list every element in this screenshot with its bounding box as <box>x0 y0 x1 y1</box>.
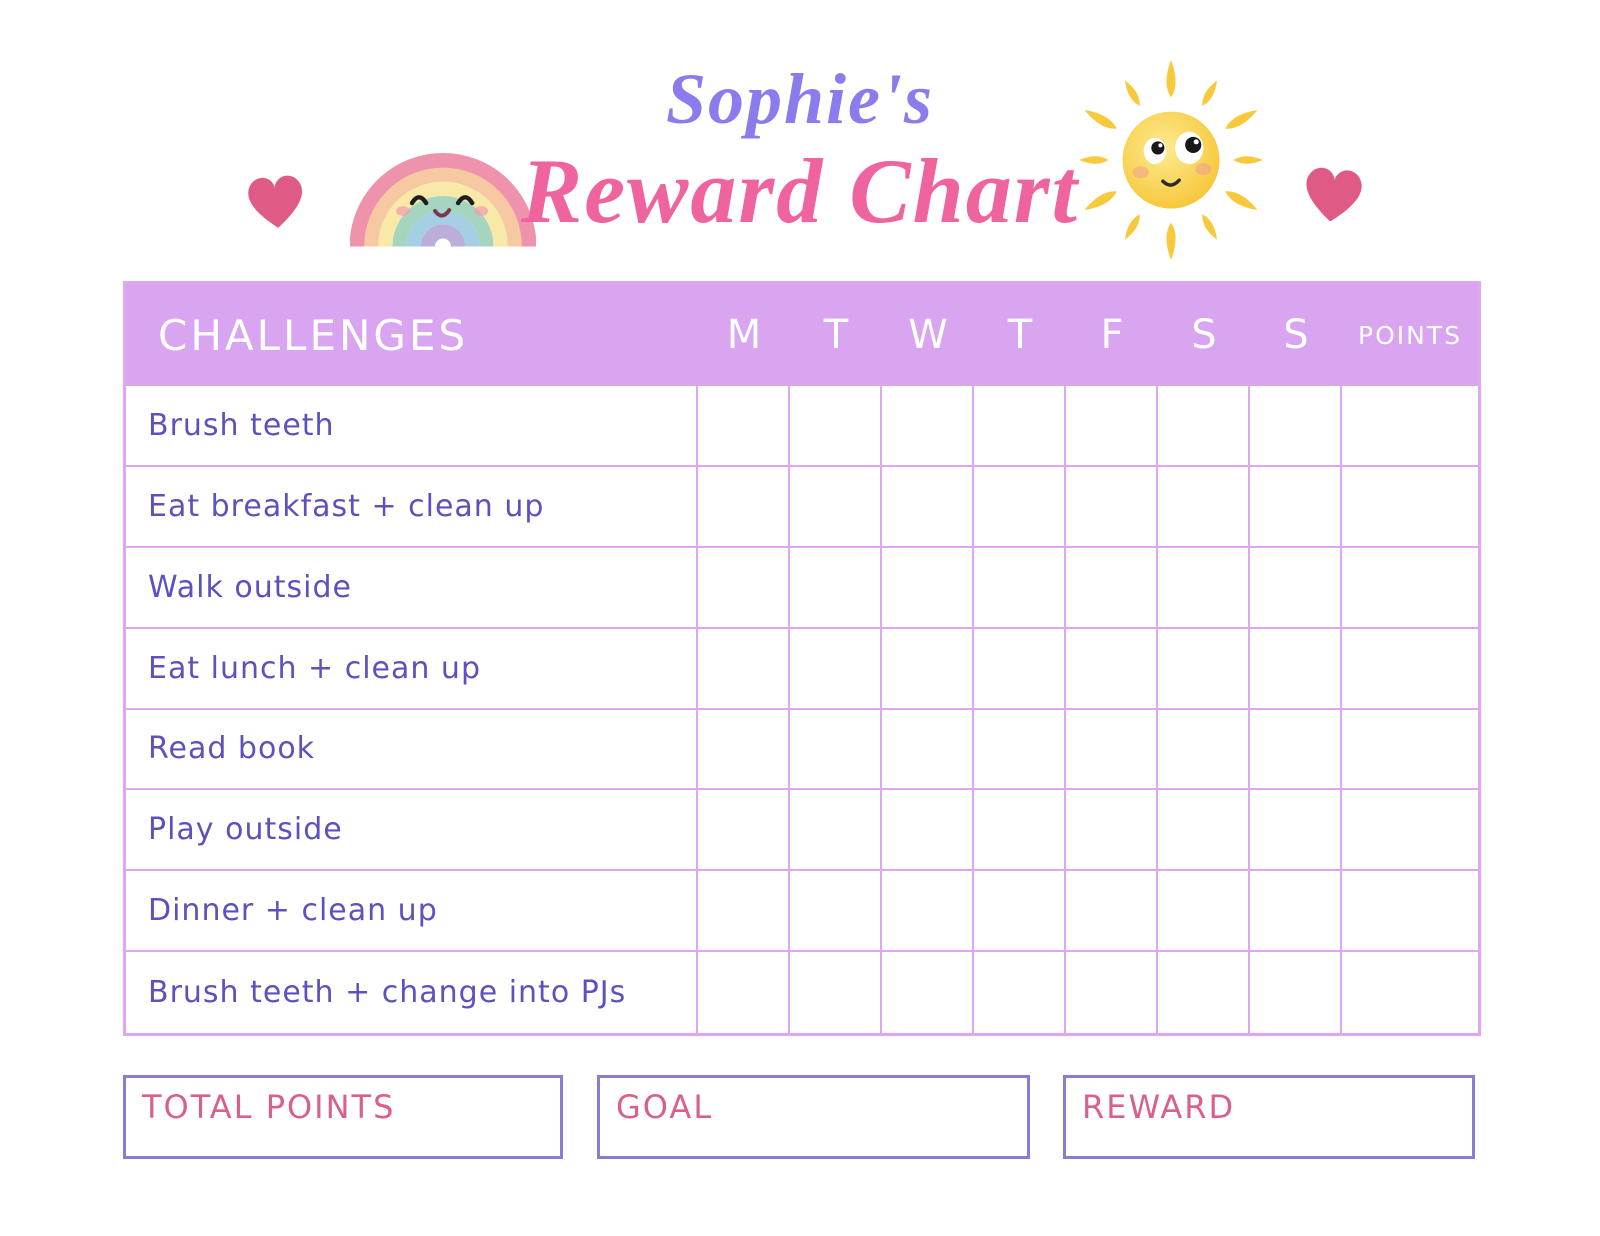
points-cell[interactable] <box>1342 871 1478 953</box>
day-cell[interactable] <box>698 709 790 791</box>
day-header: T <box>790 284 882 386</box>
reward-table: CHALLENGES M T W T F S S POINTS Brush teeth Eat … <box>123 281 1481 1036</box>
day-cell[interactable] <box>882 790 974 872</box>
day-cell[interactable] <box>974 871 1066 953</box>
day-cell[interactable] <box>698 628 790 710</box>
day-cell[interactable] <box>1250 790 1342 872</box>
day-cell[interactable] <box>1066 790 1158 872</box>
total-points-label: TOTAL POINTS <box>142 1088 396 1126</box>
day-cell[interactable] <box>1250 547 1342 629</box>
day-header: T <box>974 284 1066 386</box>
day-cell[interactable] <box>790 871 882 953</box>
day-cell[interactable] <box>974 709 1066 791</box>
day-cell[interactable] <box>790 790 882 872</box>
day-header: S <box>1250 284 1342 386</box>
chart-title: Reward Chart <box>520 140 1080 242</box>
day-cell[interactable] <box>790 628 882 710</box>
day-cell[interactable] <box>790 466 882 548</box>
challenge-label: Eat breakfast + clean up <box>126 466 698 548</box>
day-cell[interactable] <box>698 466 790 548</box>
day-cell[interactable] <box>1158 790 1250 872</box>
day-cell[interactable] <box>882 547 974 629</box>
day-header: W <box>882 284 974 386</box>
day-cell[interactable] <box>974 628 1066 710</box>
points-cell[interactable] <box>1342 952 1478 1033</box>
day-cell[interactable] <box>1250 952 1342 1033</box>
sun-icon <box>1079 60 1263 261</box>
challenge-label: Walk outside <box>126 547 698 629</box>
challenge-label: Read book <box>126 709 698 791</box>
heart-icon <box>248 175 303 228</box>
goal-label: GOAL <box>616 1088 714 1126</box>
day-cell[interactable] <box>698 790 790 872</box>
day-cell[interactable] <box>1250 871 1342 953</box>
day-cell[interactable] <box>790 547 882 629</box>
heart-icon <box>1306 167 1362 222</box>
day-cell[interactable] <box>882 628 974 710</box>
challenge-label: Dinner + clean up <box>126 871 698 953</box>
challenge-label: Brush teeth + change into PJs <box>126 952 698 1033</box>
points-cell[interactable] <box>1342 386 1478 467</box>
points-cell[interactable] <box>1342 628 1478 710</box>
day-cell[interactable] <box>698 871 790 953</box>
day-cell[interactable] <box>1158 952 1250 1033</box>
day-cell[interactable] <box>1066 466 1158 548</box>
day-cell[interactable] <box>1158 871 1250 953</box>
reward-box[interactable]: REWARD <box>1063 1075 1475 1159</box>
total-points-box[interactable]: TOTAL POINTS <box>123 1075 563 1159</box>
day-cell[interactable] <box>1066 386 1158 467</box>
day-cell[interactable] <box>790 952 882 1033</box>
day-cell[interactable] <box>882 466 974 548</box>
goal-box[interactable]: GOAL <box>597 1075 1030 1159</box>
day-cell[interactable] <box>1158 547 1250 629</box>
heart-icon <box>1292 152 1374 237</box>
points-cell[interactable] <box>1342 466 1478 548</box>
day-cell[interactable] <box>698 952 790 1033</box>
day-cell[interactable] <box>790 386 882 467</box>
points-cell[interactable] <box>1342 547 1478 629</box>
day-cell[interactable] <box>974 790 1066 872</box>
day-cell[interactable] <box>974 547 1066 629</box>
day-cell[interactable] <box>882 952 974 1033</box>
day-cell[interactable] <box>1066 871 1158 953</box>
points-cell[interactable] <box>1342 709 1478 791</box>
challenge-label: Brush teeth <box>126 386 698 467</box>
day-cell[interactable] <box>1066 628 1158 710</box>
rainbow-icon <box>350 153 536 248</box>
day-cell[interactable] <box>1250 709 1342 791</box>
day-cell[interactable] <box>1066 547 1158 629</box>
day-cell[interactable] <box>1250 466 1342 548</box>
day-header: M <box>698 284 790 386</box>
day-header: F <box>1066 284 1158 386</box>
challenge-label: Play outside <box>126 790 698 872</box>
rainbow-icon <box>350 110 536 258</box>
day-cell[interactable] <box>698 547 790 629</box>
reward-label: REWARD <box>1082 1088 1236 1126</box>
day-cell[interactable] <box>974 952 1066 1033</box>
day-cell[interactable] <box>1250 386 1342 467</box>
day-cell[interactable] <box>974 466 1066 548</box>
points-header: POINTS <box>1342 284 1478 386</box>
day-cell[interactable] <box>882 386 974 467</box>
day-cell[interactable] <box>974 386 1066 467</box>
day-cell[interactable] <box>1066 709 1158 791</box>
heart-icon <box>237 161 315 243</box>
sun-icon <box>1070 46 1272 264</box>
day-cell[interactable] <box>882 709 974 791</box>
day-cell[interactable] <box>1158 709 1250 791</box>
chart-owner-title: Sophie's <box>665 59 935 139</box>
day-header: S <box>1158 284 1250 386</box>
day-cell[interactable] <box>1250 628 1342 710</box>
day-cell[interactable] <box>1158 466 1250 548</box>
day-cell[interactable] <box>1066 952 1158 1033</box>
day-cell[interactable] <box>698 386 790 467</box>
challenges-header: CHALLENGES <box>126 284 698 386</box>
day-cell[interactable] <box>790 709 882 791</box>
challenge-label: Eat lunch + clean up <box>126 628 698 710</box>
day-cell[interactable] <box>882 871 974 953</box>
day-cell[interactable] <box>1158 386 1250 467</box>
day-cell[interactable] <box>1158 628 1250 710</box>
points-cell[interactable] <box>1342 790 1478 872</box>
